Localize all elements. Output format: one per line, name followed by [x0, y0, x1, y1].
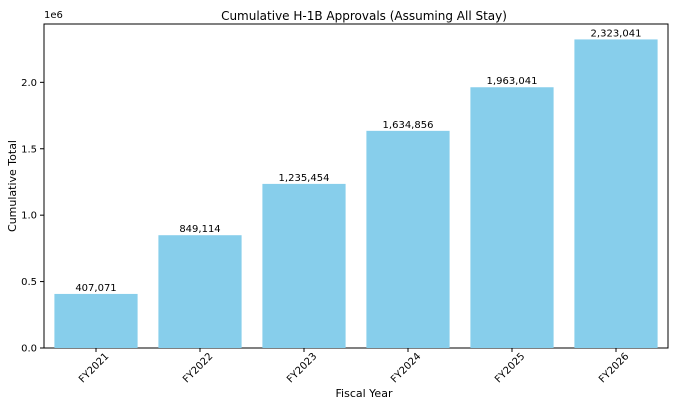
bar-fy2025: [470, 87, 554, 349]
y-axis-scale-label: 1e6: [44, 10, 63, 21]
bar-fy2021: [54, 293, 138, 348]
data-label-fy2023: 1,235,454: [279, 173, 330, 184]
bar-fy2026: [574, 39, 658, 349]
y-tick-label: 0.5: [21, 277, 37, 288]
y-tick-label: 0.0: [21, 344, 37, 355]
data-label-fy2025: 1,963,041: [487, 76, 538, 87]
data-labels: 407,071 849,114 1,235,454 1,634,856 1,963,04…: [75, 28, 641, 293]
data-label-fy2022: 849,114: [179, 224, 220, 235]
y-tick-label: 1.0: [21, 211, 37, 222]
bars: [54, 39, 658, 349]
plot-area: [43, 23, 669, 349]
bar-fy2022: [158, 235, 242, 348]
data-label-fy2026: 2,323,041: [591, 28, 642, 39]
y-tick-label: 2.0: [21, 78, 37, 89]
data-label-fy2021: 407,071: [75, 283, 116, 294]
x-axis-label: Fiscal Year: [336, 387, 393, 400]
bar-fy2023: [262, 183, 346, 348]
chart-title: Cumulative H-1B Approvals (Assuming All …: [221, 9, 507, 23]
y-axis-ticks: 0.0 0.5 1.0 1.5 2.0: [21, 78, 44, 355]
bar-fy2024: [366, 130, 450, 348]
plot-frame: [43, 23, 669, 349]
y-tick-label: 1.5: [21, 144, 37, 155]
data-label-fy2024: 1,634,856: [383, 120, 434, 131]
y-axis-label: Cumulative Total: [6, 140, 19, 232]
